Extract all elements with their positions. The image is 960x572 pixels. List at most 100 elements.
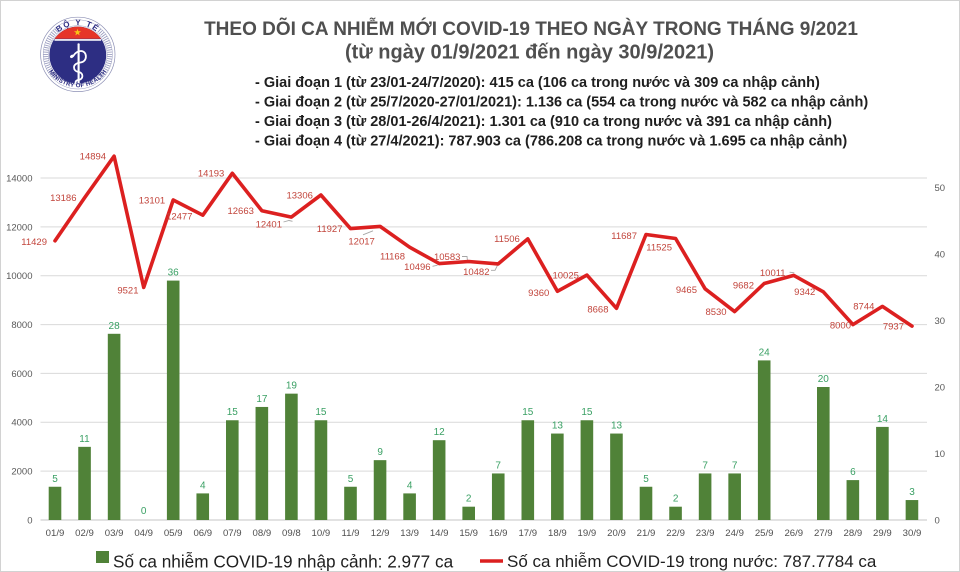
svg-text:11525: 11525	[646, 243, 672, 254]
svg-text:12/9: 12/9	[371, 528, 390, 539]
svg-text:8530: 8530	[705, 307, 726, 318]
svg-text:13186: 13186	[50, 193, 76, 204]
svg-text:11: 11	[79, 434, 90, 445]
svg-text:28: 28	[109, 321, 121, 332]
svg-text:10025: 10025	[552, 270, 578, 281]
svg-text:5: 5	[348, 474, 354, 485]
svg-text:7: 7	[732, 460, 738, 471]
svg-text:12663: 12663	[227, 206, 253, 217]
svg-text:21/9: 21/9	[637, 528, 656, 539]
svg-text:07/9: 07/9	[223, 528, 242, 539]
svg-text:14193: 14193	[198, 169, 224, 180]
svg-text:11168: 11168	[380, 251, 405, 262]
svg-text:15/9: 15/9	[459, 528, 478, 539]
svg-text:11687: 11687	[611, 231, 637, 242]
svg-text:15: 15	[581, 407, 593, 418]
svg-text:9521: 9521	[117, 285, 138, 296]
svg-text:15: 15	[315, 407, 327, 418]
svg-text:14000: 14000	[6, 173, 32, 184]
svg-text:9: 9	[377, 447, 383, 458]
svg-text:13: 13	[552, 421, 564, 432]
svg-text:20/9: 20/9	[607, 528, 626, 539]
svg-text:13: 13	[611, 421, 623, 432]
svg-text:Số ca nhiễm COVID-19 trong nướ: Số ca nhiễm COVID-19 trong nước: 787.778…	[507, 552, 877, 571]
svg-text:13/9: 13/9	[400, 528, 419, 539]
svg-text:05/9: 05/9	[164, 528, 183, 539]
svg-text:06/9: 06/9	[193, 528, 212, 539]
svg-text:17/9: 17/9	[518, 528, 537, 539]
svg-text:01/9: 01/9	[46, 528, 65, 539]
svg-text:08/9: 08/9	[253, 528, 272, 539]
svg-text:12000: 12000	[6, 222, 32, 233]
svg-text:25/9: 25/9	[755, 528, 774, 539]
svg-text:12017: 12017	[348, 237, 374, 248]
svg-text:0: 0	[27, 515, 32, 526]
svg-text:14/9: 14/9	[430, 528, 449, 539]
svg-text:27/9: 27/9	[814, 528, 833, 539]
svg-text:36: 36	[168, 268, 180, 279]
svg-text:10496: 10496	[404, 262, 430, 273]
svg-text:6000: 6000	[11, 369, 32, 380]
svg-text:10000: 10000	[6, 271, 32, 282]
svg-text:- Giai đoạn 2 (từ 25/7/2020-27: - Giai đoạn 2 (từ 25/7/2020-27/01/2021):…	[255, 95, 868, 111]
svg-text:- Giai đoạn 4 (từ 27/4/2021):: - Giai đoạn 4 (từ 27/4/2021): 787.903 ca…	[255, 134, 847, 150]
svg-text:3: 3	[909, 487, 915, 498]
svg-text:30/9: 30/9	[903, 528, 922, 539]
svg-text:10/9: 10/9	[312, 528, 331, 539]
svg-text:15: 15	[227, 407, 239, 418]
svg-text:11/9: 11/9	[342, 528, 360, 539]
svg-text:24: 24	[759, 347, 771, 358]
svg-text:10583: 10583	[434, 252, 460, 263]
svg-text:Số ca nhiễm COVID-19 nhập cảnh: Số ca nhiễm COVID-19 nhập cảnh: 2.977 ca	[113, 552, 454, 572]
svg-text:11429: 11429	[21, 237, 47, 248]
svg-text:6: 6	[850, 467, 856, 478]
svg-text:20: 20	[935, 382, 946, 393]
svg-text:8744: 8744	[853, 302, 874, 313]
svg-text:11506: 11506	[494, 234, 520, 245]
svg-text:26/9: 26/9	[784, 528, 803, 539]
svg-text:19: 19	[286, 381, 298, 392]
svg-text:4000: 4000	[11, 418, 32, 429]
svg-text:40: 40	[935, 249, 946, 260]
svg-text:7: 7	[495, 460, 501, 471]
svg-text:14: 14	[877, 414, 889, 425]
svg-text:15: 15	[522, 407, 534, 418]
svg-text:13101: 13101	[139, 195, 165, 206]
svg-text:2: 2	[466, 494, 472, 505]
svg-text:8668: 8668	[587, 304, 608, 315]
svg-text:0: 0	[935, 515, 940, 526]
svg-text:(từ ngày 01/9/2021 đến ngày 30: (từ ngày 01/9/2021 đến ngày 30/9/2021)	[345, 42, 714, 64]
svg-text:20: 20	[818, 374, 830, 385]
svg-text:9342: 9342	[794, 287, 815, 298]
svg-text:24/9: 24/9	[725, 528, 744, 539]
svg-text:8000: 8000	[830, 320, 851, 331]
svg-text:03/9: 03/9	[105, 528, 124, 539]
svg-text:2000: 2000	[11, 467, 32, 478]
svg-text:0: 0	[141, 506, 147, 517]
svg-text:5: 5	[643, 474, 649, 485]
svg-text:50: 50	[935, 183, 946, 194]
svg-text:13306: 13306	[286, 190, 312, 201]
svg-text:04/9: 04/9	[134, 528, 153, 539]
svg-text:10: 10	[935, 449, 946, 460]
svg-text:02/9: 02/9	[75, 528, 94, 539]
svg-text:23/9: 23/9	[696, 528, 715, 539]
svg-text:9465: 9465	[676, 285, 697, 296]
svg-text:11927: 11927	[317, 224, 343, 235]
svg-text:4: 4	[407, 480, 413, 491]
svg-text:10011: 10011	[760, 268, 786, 279]
svg-text:2: 2	[673, 494, 679, 505]
svg-text:16/9: 16/9	[489, 528, 508, 539]
svg-text:7: 7	[702, 460, 708, 471]
svg-text:10482: 10482	[463, 267, 489, 278]
svg-text:18/9: 18/9	[548, 528, 567, 539]
svg-text:12401: 12401	[256, 220, 282, 231]
svg-text:19/9: 19/9	[578, 528, 597, 539]
svg-text:14894: 14894	[80, 152, 106, 163]
svg-text:8000: 8000	[11, 320, 32, 331]
svg-text:22/9: 22/9	[666, 528, 685, 539]
svg-text:30: 30	[935, 316, 946, 327]
svg-text:12: 12	[434, 427, 446, 438]
svg-text:- Giai đoạn 3 (từ 28/01-26/4/2: - Giai đoạn 3 (từ 28/01-26/4/2021): 1.30…	[255, 114, 832, 130]
svg-text:9682: 9682	[733, 280, 754, 291]
